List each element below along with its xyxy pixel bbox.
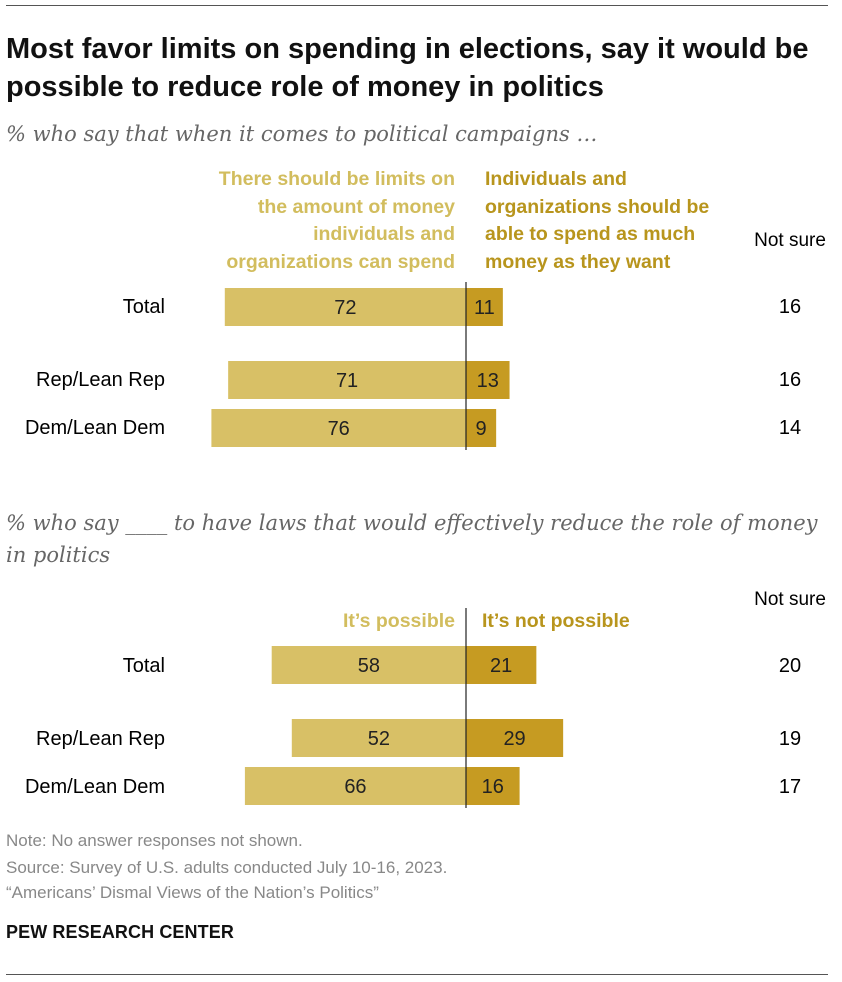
panel1-category-total: Total — [122, 296, 165, 318]
bottom-rule — [6, 974, 828, 975]
panel2-legend-right: It’s not possible — [482, 610, 630, 632]
panel1-bar-left-total — [224, 288, 466, 326]
panel2-legend-left: It’s possible — [343, 610, 455, 632]
panel2-subtitle: % who say ____ to have laws that would e… — [6, 511, 818, 567]
chart-title: Most favor limits on spending in electio… — [6, 33, 809, 103]
panel2-not-sure-rep: 19 — [778, 728, 802, 750]
panel1-bar-left-rep — [228, 361, 466, 399]
panel2-label-right-rep: 29 — [503, 728, 525, 750]
panel2-bar-left-total — [271, 646, 466, 684]
panel1-bar-right-dem — [466, 409, 497, 447]
panel2-not-sure-total: 20 — [778, 655, 802, 677]
panel1-legend-left: There should be limits on the amount of … — [218, 168, 455, 273]
panel1-category-dem: Dem/Lean Dem — [24, 417, 165, 439]
panel1-category-rep: Rep/Lean Rep — [36, 369, 165, 391]
panel1-not-sure-header: Not sure — [754, 230, 826, 251]
footer-note: Note: No answer responses not shown. — [6, 831, 303, 850]
footer-report: “Americans’ Dismal Views of the Nation’s… — [6, 883, 379, 902]
panel1-label-right-rep: 13 — [477, 370, 499, 392]
panel1-label-right-total: 11 — [474, 297, 495, 319]
panel1-label-right-dem: 9 — [476, 418, 487, 440]
panel2-not-sure-dem: 17 — [778, 776, 802, 798]
panel2-label-right-dem: 16 — [482, 776, 504, 798]
panel1-not-sure-rep: 16 — [778, 369, 802, 391]
panel2-bar-left-rep — [291, 719, 466, 757]
panel1-subtitle: % who say that when it comes to politica… — [6, 122, 598, 146]
panel2-category-rep: Rep/Lean Rep — [36, 728, 165, 750]
panel1-bar-left-dem — [211, 409, 466, 447]
top-rule — [6, 5, 828, 6]
footer-source: Source: Survey of U.S. adults conducted … — [6, 858, 448, 877]
panel2-category-total: Total — [122, 655, 165, 677]
panel1-label-left-dem: 76 — [328, 418, 350, 440]
panel2-label-left-rep: 52 — [368, 728, 390, 750]
panel2-label-right-total: 21 — [490, 655, 512, 677]
panel2-label-left-total: 58 — [358, 655, 380, 677]
panel1-bar-right-total — [466, 288, 503, 326]
panel1-not-sure-total: 16 — [778, 296, 802, 318]
panel2-bar-left-dem — [244, 767, 466, 805]
panel2-bar-right-dem — [466, 767, 520, 805]
panel2-bar-right-total — [466, 646, 537, 684]
panel2-category-dem: Dem/Lean Dem — [24, 776, 165, 798]
panel1-bar-right-rep — [466, 361, 510, 399]
panel2-label-left-dem: 66 — [344, 776, 366, 798]
panel1-not-sure-dem: 14 — [778, 417, 802, 439]
panel2-not-sure-header: Not sure — [754, 589, 826, 610]
pew-research-center-logo: PEW RESEARCH CENTER — [6, 922, 234, 942]
panel1-legend-right: Individuals and organizations should be … — [485, 168, 710, 273]
panel2-bar-right-rep — [466, 719, 564, 757]
panel1-label-left-total: 72 — [334, 297, 356, 319]
panel1-label-left-rep: 71 — [336, 370, 358, 392]
